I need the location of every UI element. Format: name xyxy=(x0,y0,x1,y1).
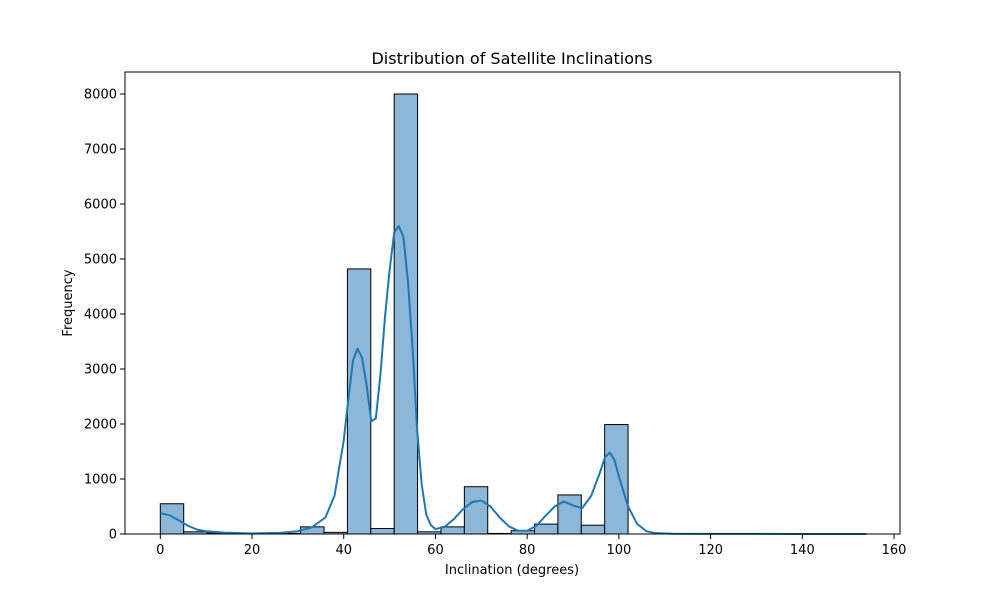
histogram-bar xyxy=(535,524,558,534)
histogram-bar xyxy=(464,487,487,534)
x-tick-label: 140 xyxy=(790,543,815,558)
histogram-bar xyxy=(347,269,370,534)
histogram-bar xyxy=(605,425,628,534)
y-tick-label: 2000 xyxy=(84,418,117,433)
kde-layer xyxy=(160,226,866,534)
histogram-bar xyxy=(558,495,581,534)
y-tick-label: 4000 xyxy=(84,308,117,323)
plot-frame xyxy=(125,72,900,534)
x-tick-label: 40 xyxy=(335,543,352,558)
y-tick-label: 3000 xyxy=(84,363,117,378)
x-tick-label: 100 xyxy=(606,543,631,558)
x-axis-label: Inclination (degrees) xyxy=(445,563,579,578)
y-axis-ticks: 0 1000 2000 3000 4000 5000 6000 7000 8000 xyxy=(84,88,125,543)
y-axis-label: Frequency xyxy=(61,269,76,336)
x-tick-label: 120 xyxy=(698,543,723,558)
x-tick-label: 60 xyxy=(427,543,444,558)
x-tick-label: 20 xyxy=(244,543,261,558)
x-tick-label: 160 xyxy=(882,543,907,558)
y-tick-label: 5000 xyxy=(84,253,117,268)
y-tick-label: 7000 xyxy=(84,143,117,158)
histogram-bar xyxy=(394,94,417,534)
y-tick-label: 6000 xyxy=(84,198,117,213)
chart-title: Distribution of Satellite Inclinations xyxy=(371,49,652,68)
y-tick-label: 8000 xyxy=(84,88,117,103)
x-tick-label: 0 xyxy=(156,543,164,558)
x-tick-label: 80 xyxy=(519,543,536,558)
histogram-bar xyxy=(160,504,183,534)
histogram-bar xyxy=(371,529,394,535)
histogram-bar xyxy=(441,527,464,534)
y-tick-label: 1000 xyxy=(84,473,117,488)
kde-line xyxy=(160,226,866,534)
bars-layer xyxy=(160,94,628,534)
x-axis-ticks: 0 20 40 60 80 100 120 140 160 xyxy=(156,534,906,558)
y-tick-label: 0 xyxy=(109,528,117,543)
histogram-bar xyxy=(581,525,604,534)
